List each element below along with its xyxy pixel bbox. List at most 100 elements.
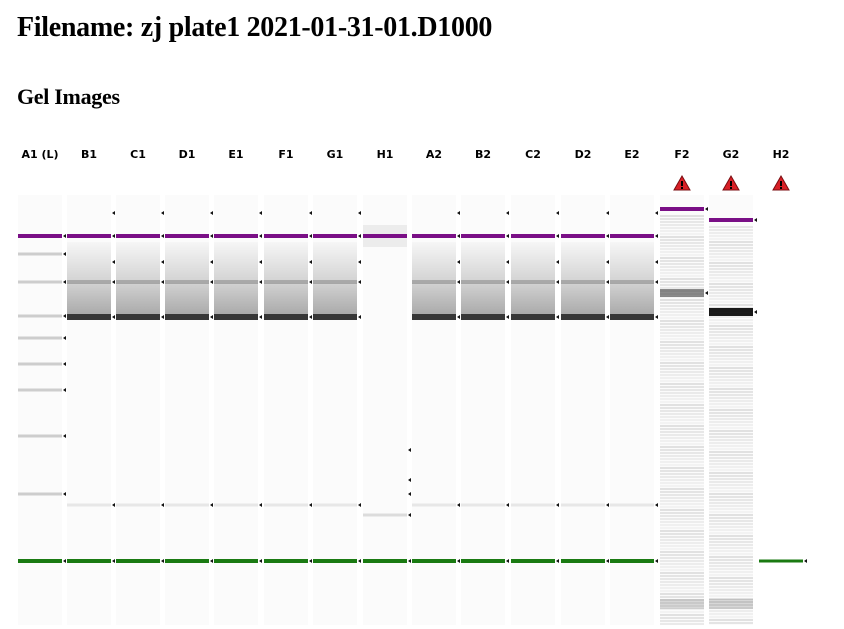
noise-line xyxy=(709,262,753,264)
noise-line xyxy=(660,410,704,412)
noise-line xyxy=(709,226,753,228)
lane-b2 xyxy=(461,195,509,625)
peak-marker-icon xyxy=(506,260,509,264)
warning-triangle-icon xyxy=(772,174,790,191)
noise-line xyxy=(709,571,753,573)
peak-marker-icon xyxy=(210,280,213,284)
noise-line xyxy=(660,371,704,373)
main-band xyxy=(116,314,160,320)
lane-label-d1: D1 xyxy=(178,148,196,161)
peak-marker-icon xyxy=(655,503,658,507)
noise-line xyxy=(660,581,704,583)
noise-line xyxy=(660,416,704,418)
peak-marker-icon xyxy=(556,234,559,238)
noise-line xyxy=(660,332,704,334)
peak-marker-icon xyxy=(112,280,115,284)
noise-line xyxy=(660,503,704,505)
peak-marker-icon xyxy=(556,559,559,563)
peak-marker-icon xyxy=(259,280,262,284)
peak-marker-icon xyxy=(606,260,609,264)
noise-line xyxy=(660,476,704,478)
peak-marker-icon xyxy=(754,218,757,222)
peak-marker-icon xyxy=(63,559,66,563)
noise-line xyxy=(660,560,704,562)
peak-marker-icon xyxy=(408,559,411,563)
noise-line xyxy=(660,239,704,241)
noise-line xyxy=(660,470,704,472)
noise-line xyxy=(660,245,704,247)
faint-band xyxy=(461,503,505,507)
noise-line xyxy=(660,287,704,289)
band xyxy=(461,280,505,284)
noise-line xyxy=(709,280,753,282)
peak-marker-icon xyxy=(112,315,115,319)
noise-line xyxy=(660,557,704,559)
peak-marker-icon xyxy=(309,260,312,264)
ladder-band xyxy=(18,336,62,340)
peak-marker-icon xyxy=(556,280,559,284)
noise-line xyxy=(709,322,753,324)
noise-line xyxy=(660,272,704,274)
noise-line xyxy=(709,604,753,606)
noise-line xyxy=(709,514,753,516)
upper-marker-band xyxy=(610,234,654,238)
ladder-band xyxy=(18,388,62,392)
peak-marker-icon xyxy=(457,503,460,507)
peak-marker-icon xyxy=(63,234,66,238)
noise-line xyxy=(709,445,753,447)
peak-marker-icon xyxy=(408,448,411,452)
noise-line xyxy=(709,487,753,489)
lane-background xyxy=(363,195,407,625)
peak-marker-icon xyxy=(457,211,460,215)
peak-marker-icon xyxy=(210,211,213,215)
noise-line xyxy=(709,451,753,453)
noise-line xyxy=(709,250,753,252)
noise-line xyxy=(709,274,753,276)
noise-line xyxy=(660,260,704,262)
noise-line xyxy=(709,619,753,621)
section-title-gel-images: Gel Images xyxy=(17,84,120,109)
noise-line xyxy=(660,515,704,517)
noise-line xyxy=(660,569,704,571)
noise-line xyxy=(709,256,753,258)
noise-line xyxy=(709,343,753,345)
noise-line xyxy=(660,398,704,400)
noise-line xyxy=(660,464,704,466)
noise-line xyxy=(709,286,753,288)
smear xyxy=(67,242,111,314)
lower-marker-band xyxy=(264,559,308,563)
peak-marker-icon xyxy=(358,260,361,264)
noise-line xyxy=(709,271,753,273)
noise-line xyxy=(660,566,704,568)
faint-band xyxy=(412,503,456,507)
main-band xyxy=(313,314,357,320)
noise-line xyxy=(660,449,704,451)
peak-marker-icon xyxy=(705,291,708,295)
peak-marker-icon xyxy=(358,211,361,215)
noise-line xyxy=(709,547,753,549)
peak-marker-icon xyxy=(112,559,115,563)
ladder-band xyxy=(18,314,62,318)
noise-line xyxy=(660,428,704,430)
noise-line xyxy=(709,391,753,393)
noise-line xyxy=(660,593,704,595)
noise-line xyxy=(660,377,704,379)
peak-marker-icon xyxy=(210,559,213,563)
noise-line xyxy=(709,484,753,486)
upper-marker-band xyxy=(561,234,605,238)
noise-line xyxy=(709,601,753,603)
band xyxy=(610,280,654,284)
noise-line xyxy=(660,356,704,358)
noise-line xyxy=(660,224,704,226)
noise-line xyxy=(660,521,704,523)
upper-marker-band xyxy=(709,218,753,222)
noise-line xyxy=(660,488,704,490)
noise-line xyxy=(660,485,704,487)
lane-g1 xyxy=(313,195,361,625)
noise-line xyxy=(660,278,704,280)
faint-band xyxy=(67,503,111,507)
lane-label-d2: D2 xyxy=(574,148,592,161)
page-title: Filename: zj plate1 2021-01-31-01.D1000 xyxy=(17,12,493,43)
peak-marker-icon xyxy=(754,310,757,314)
noise-line xyxy=(709,574,753,576)
